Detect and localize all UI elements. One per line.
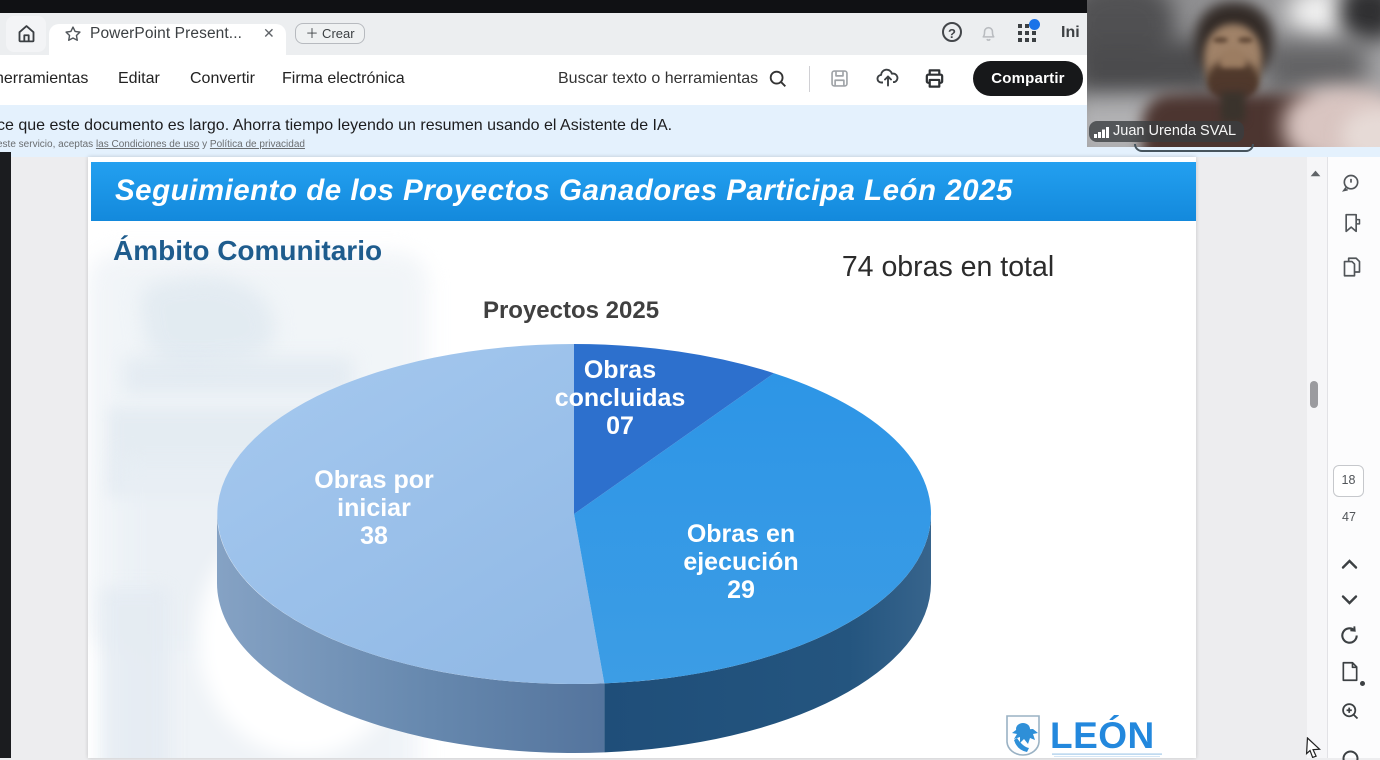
svg-text:LEÓN: LEÓN	[1050, 714, 1155, 756]
